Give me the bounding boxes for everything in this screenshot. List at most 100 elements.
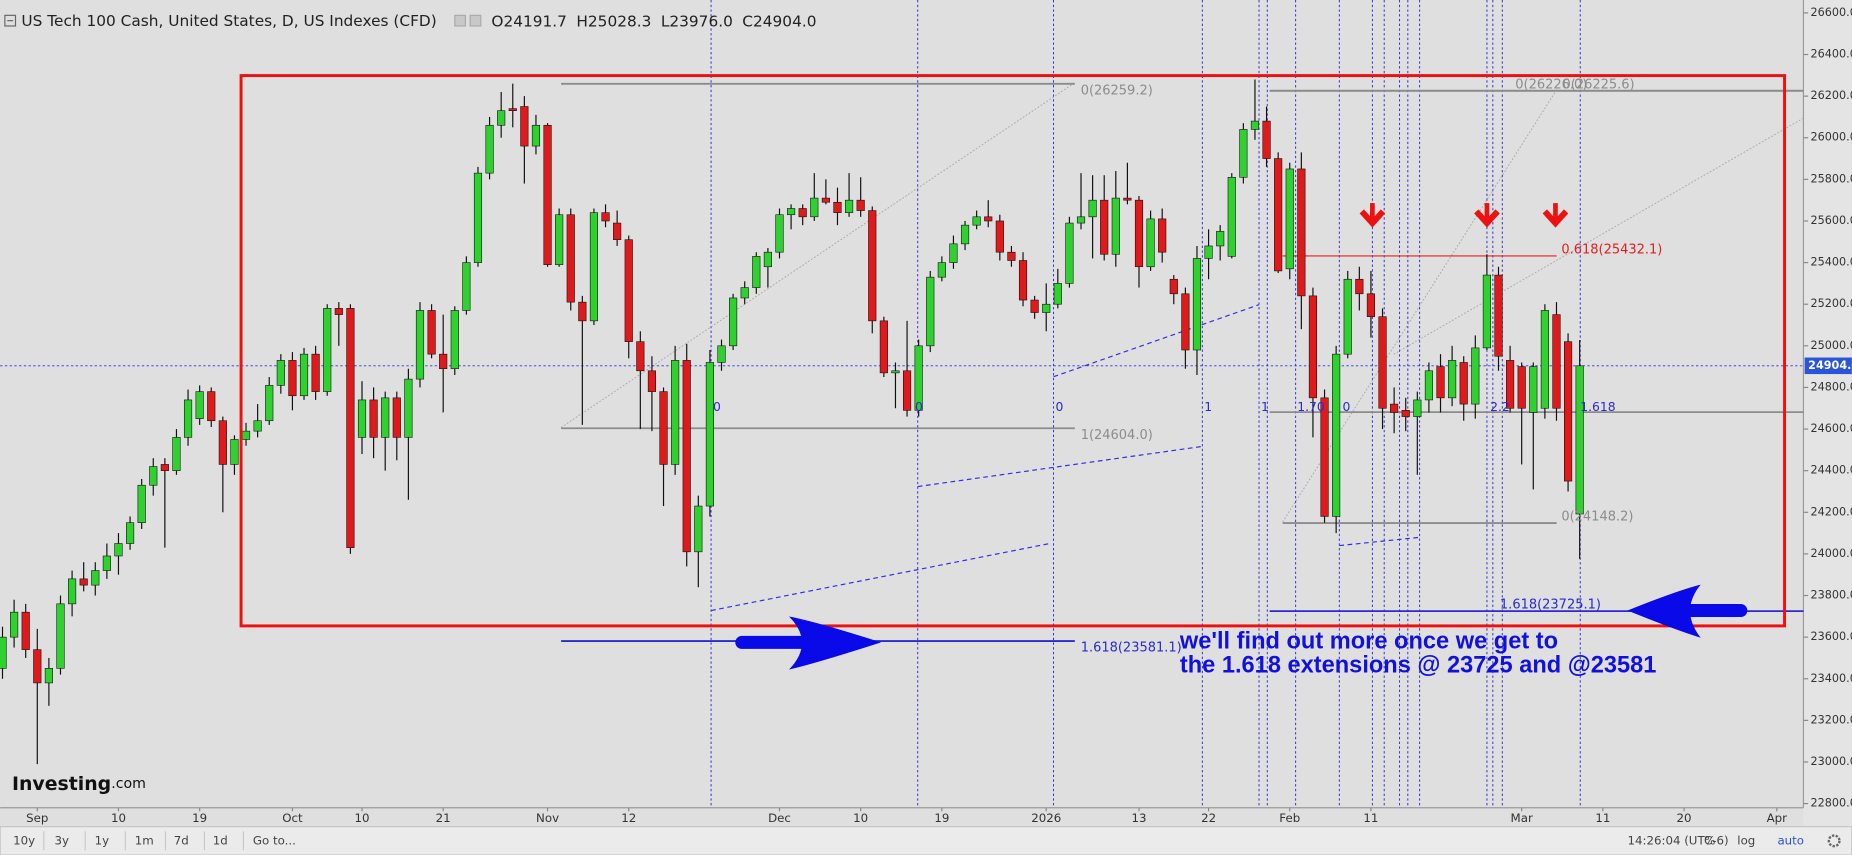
candle-body <box>137 484 146 523</box>
red-arrow-head <box>1359 209 1386 228</box>
x-tick-label: 19 <box>934 811 949 825</box>
y-tick-label: 24600.0 <box>1811 422 1852 435</box>
x-tick-label: 10 <box>853 811 868 825</box>
candle-body <box>508 108 517 111</box>
x-tick-label: 19 <box>192 811 207 825</box>
candle-body <box>1123 197 1132 201</box>
fib-label: 0(24148.2) <box>1561 510 1633 525</box>
scale-option[interactable]: auto <box>1777 833 1804 847</box>
candle-body <box>462 262 471 311</box>
range-button[interactable]: 10y <box>13 833 35 847</box>
logo-main: Investing <box>12 773 111 795</box>
scale-option[interactable]: % <box>1704 833 1715 847</box>
fib-marker: 1.618 <box>1580 399 1616 414</box>
range-button[interactable]: 1m <box>135 833 154 847</box>
candle-body <box>1390 403 1399 413</box>
candle-body <box>926 276 935 347</box>
scale-option[interactable]: log <box>1737 833 1755 847</box>
candle-body <box>357 399 367 438</box>
candle-body <box>1030 299 1039 313</box>
candle-body <box>1320 397 1329 517</box>
candle-body <box>520 106 529 147</box>
close-icon[interactable] <box>469 14 482 27</box>
y-tick-label: 24800.0 <box>1811 380 1852 393</box>
x-tick-label: 10 <box>354 811 369 825</box>
range-button[interactable]: 1y <box>95 833 110 847</box>
candle-body <box>44 668 53 684</box>
candle-body <box>91 570 100 586</box>
candle-body <box>1007 251 1016 261</box>
candle-body <box>1343 278 1352 355</box>
candle-body <box>79 578 88 586</box>
candle-body <box>450 310 459 370</box>
y-tick-label: 24400.0 <box>1811 464 1852 477</box>
candle-body <box>995 220 1004 253</box>
candle-body <box>960 224 970 245</box>
fib-marker: 1 <box>1261 399 1269 414</box>
candle-body <box>149 466 158 486</box>
candle-body <box>1065 222 1074 284</box>
candle-body <box>125 522 135 544</box>
range-button[interactable]: 1d <box>213 833 228 847</box>
x-tick-label: Sep <box>26 811 48 825</box>
candle-body <box>1227 176 1236 257</box>
y-tick-label: 23000.0 <box>1811 755 1852 768</box>
y-tick-label: 23600.0 <box>1811 630 1852 643</box>
candle-body <box>694 505 703 553</box>
candle-body <box>555 214 564 265</box>
candle-body <box>775 214 784 253</box>
fib-label: 0(26225.6) <box>1563 77 1635 92</box>
settings-icon[interactable] <box>454 14 467 27</box>
candle-body <box>1181 293 1190 351</box>
arrow-head <box>1627 584 1701 638</box>
last-price-label: 24904.0 <box>1808 359 1852 372</box>
ohlc-key: H <box>576 12 588 30</box>
fib-label: 1.618(23581.1) <box>1081 641 1182 656</box>
candle-body <box>844 199 854 213</box>
fib-trendline <box>1393 117 1804 355</box>
goto-button[interactable]: Go to... <box>253 833 296 847</box>
candle-body <box>102 555 111 571</box>
candle-body <box>381 397 390 438</box>
candle-body <box>1424 370 1433 401</box>
y-tick-label: 22800.0 <box>1811 797 1852 810</box>
candle-body <box>1575 365 1584 515</box>
range-button[interactable]: 7d <box>174 833 189 847</box>
price-axis-bg <box>1803 0 1852 827</box>
y-tick-label: 24000.0 <box>1811 547 1852 560</box>
y-tick-label: 26200.0 <box>1811 89 1852 102</box>
candle-body <box>636 341 645 372</box>
candle-body <box>299 353 309 397</box>
y-tick-label: 26000.0 <box>1811 131 1852 144</box>
x-tick-label: Feb <box>1279 811 1300 825</box>
candle-body <box>1459 362 1468 405</box>
candle-body <box>787 208 796 216</box>
ohlc-key: O <box>491 12 503 30</box>
candle-body <box>902 370 912 411</box>
range-button[interactable]: 3y <box>54 833 69 847</box>
candle-body <box>172 437 181 471</box>
ohlc-key: L <box>661 12 670 30</box>
settings-gear[interactable] <box>1827 834 1841 848</box>
x-tick-label: 2026 <box>1031 811 1061 825</box>
candle-body <box>1100 199 1109 255</box>
ohlc-value: 23976.0 <box>669 12 732 30</box>
y-tick-label: 26600.0 <box>1811 6 1852 19</box>
candle-body <box>183 399 193 438</box>
candle-body <box>288 360 297 397</box>
candle-body <box>1134 199 1144 268</box>
candle-body <box>1018 260 1028 301</box>
y-tick-label: 25000.0 <box>1811 339 1852 352</box>
ohlc-value: 24191.7 <box>503 12 566 30</box>
collapse-icon[interactable] <box>4 14 17 27</box>
fib-marker: 1 <box>1204 399 1212 414</box>
candle-body <box>1564 341 1573 482</box>
candle-body <box>1366 293 1376 317</box>
y-tick-label: 25800.0 <box>1811 172 1852 185</box>
candle-body <box>218 420 227 465</box>
candle-body <box>1332 353 1341 517</box>
candle-body <box>659 391 668 465</box>
drawings-back <box>0 0 1804 808</box>
y-tick-label: 23400.0 <box>1811 672 1852 685</box>
candle-body <box>415 310 425 380</box>
